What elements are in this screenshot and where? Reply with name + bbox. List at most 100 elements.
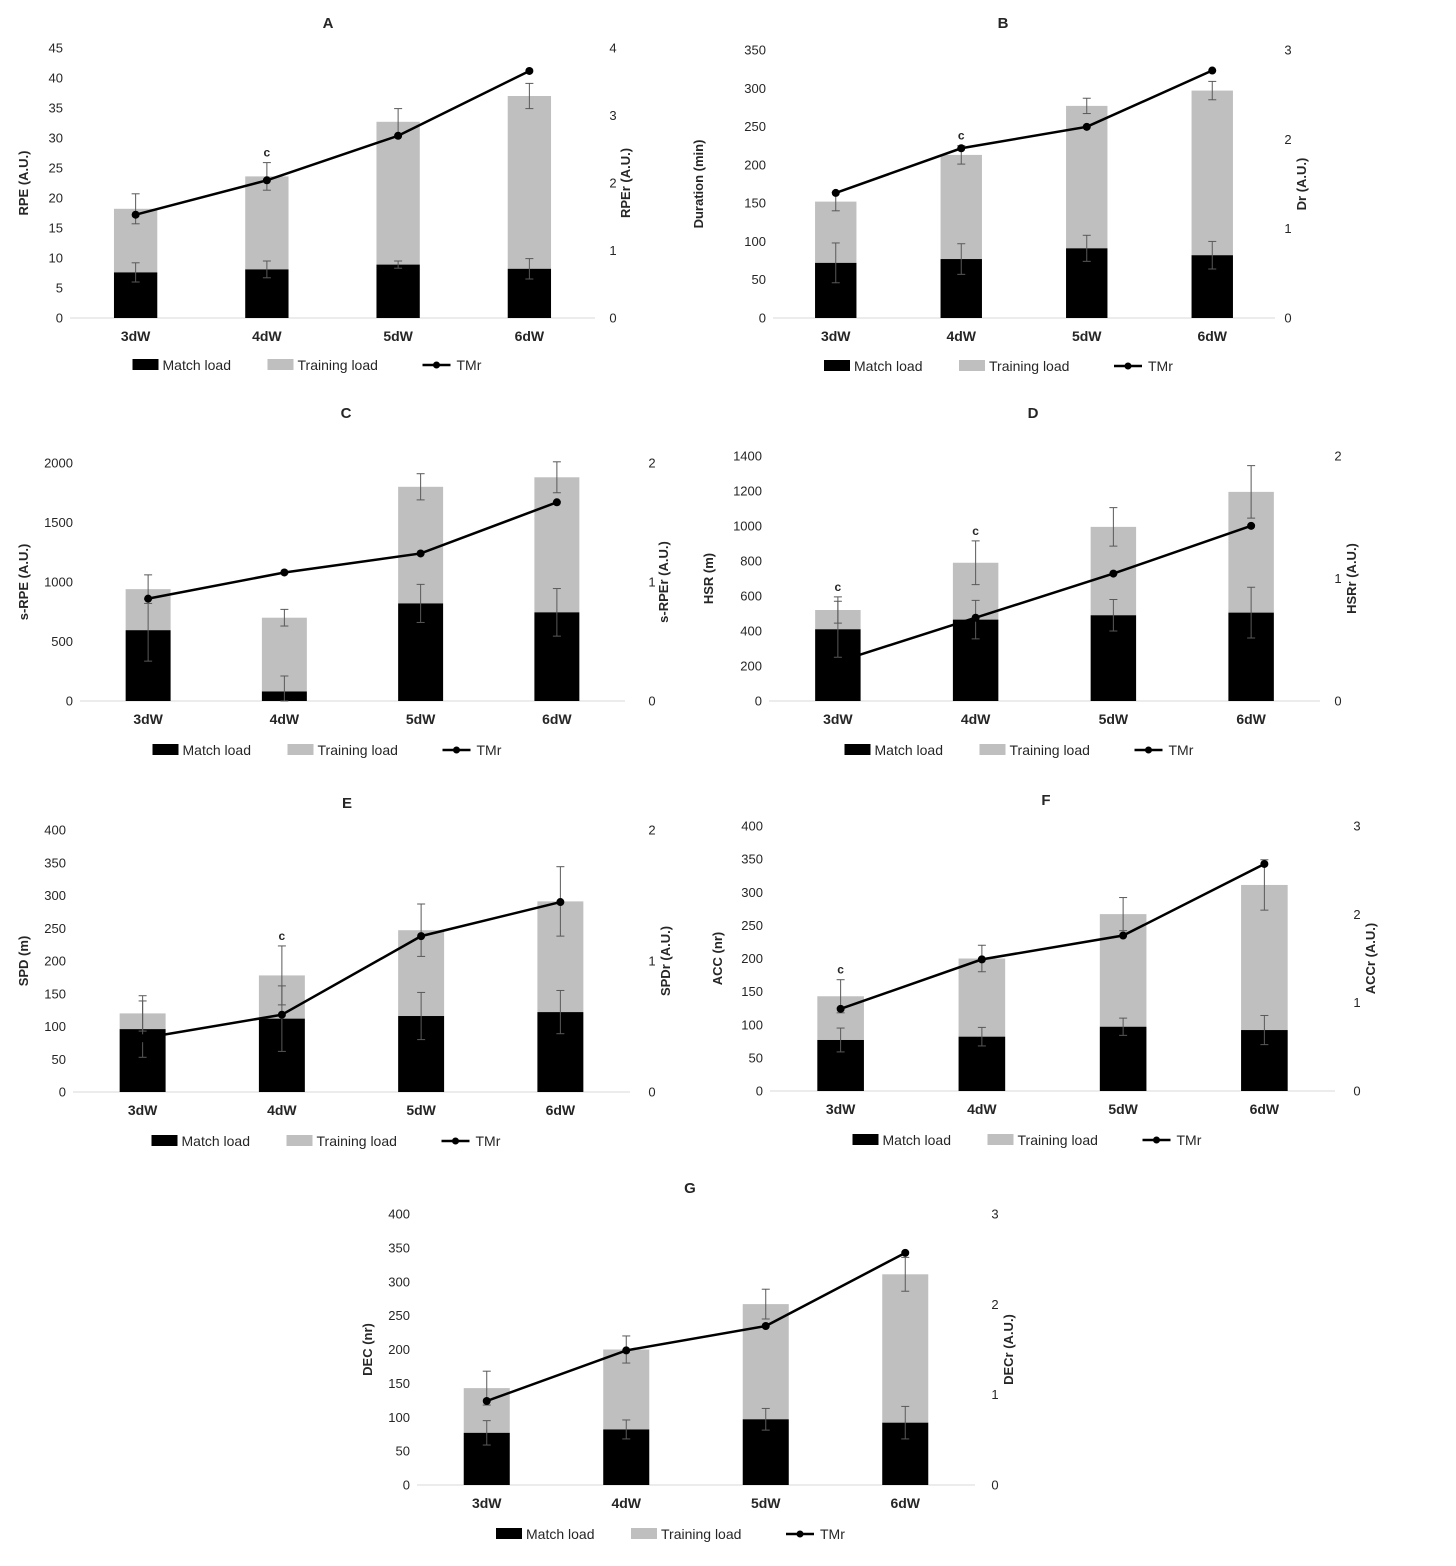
x-tick-label: 5dW bbox=[1099, 711, 1129, 727]
legend-swatch-training bbox=[631, 1528, 657, 1539]
legend-label-line: TMr bbox=[1169, 742, 1194, 758]
line-point bbox=[836, 1004, 845, 1013]
legend-swatch-training bbox=[987, 1134, 1014, 1145]
y-tick-label: 800 bbox=[740, 554, 762, 569]
line-point bbox=[977, 955, 986, 964]
y-tick-label: 200 bbox=[44, 954, 66, 969]
line-point bbox=[552, 498, 561, 507]
x-tick-label: 4dW bbox=[961, 711, 991, 727]
y-tick-label: 300 bbox=[44, 888, 66, 903]
line-tmr bbox=[835, 69, 1213, 195]
y-tick-label: 150 bbox=[744, 196, 766, 211]
legend-swatch-training bbox=[286, 1135, 313, 1146]
panel-D: D 0 200 400 600 800 1000 1200 1400 0 1 2 HSR (m) HSRr… bbox=[701, 405, 1359, 758]
panel-G: G 0 50 100 150 200 250 300 350 400 0 1 2 3 DEC (nr) DEC… bbox=[360, 1180, 1016, 1542]
panel-title: F bbox=[1041, 792, 1050, 809]
x-tick-label: 6dW bbox=[890, 1495, 920, 1511]
y-tick-label: 100 bbox=[388, 1410, 410, 1425]
line-point bbox=[138, 1034, 147, 1043]
legend-swatch-marker bbox=[433, 361, 440, 369]
y2-axis-label: ACCr (A.U.) bbox=[1363, 923, 1378, 995]
bar-training bbox=[742, 1304, 789, 1420]
y-tick-label: 30 bbox=[49, 131, 63, 146]
line-point bbox=[556, 898, 565, 907]
panel-C: C 0 500 1000 1500 2000 0 1 2 s-RPE (A.U.) s-RPEr (… bbox=[16, 405, 671, 758]
x-tick-label: 3dW bbox=[133, 711, 163, 727]
y-tick-label: 50 bbox=[396, 1444, 410, 1459]
y-tick-label: 150 bbox=[388, 1376, 410, 1391]
y-tick-label: 1500 bbox=[44, 515, 73, 530]
y-tick-label: 0 bbox=[56, 311, 63, 326]
line-tmr bbox=[837, 524, 1252, 663]
line-point bbox=[277, 1010, 286, 1019]
x-tick-label: 3dW bbox=[472, 1495, 502, 1511]
x-tick-label: 5dW bbox=[1108, 1101, 1138, 1117]
legend-label-match: Match load bbox=[163, 357, 231, 373]
y2-tick-label: 1 bbox=[991, 1387, 998, 1402]
y2-tick-label: 2 bbox=[991, 1297, 998, 1312]
line-point bbox=[833, 657, 842, 666]
y-tick-label: 600 bbox=[740, 589, 762, 604]
y-axis-label: ACC (nr) bbox=[710, 932, 725, 985]
legend-label-training: Training load bbox=[317, 1133, 397, 1149]
y-tick-label: 250 bbox=[741, 918, 763, 933]
line-tmr bbox=[135, 69, 530, 216]
bar-training bbox=[376, 121, 420, 265]
y-tick-label: 350 bbox=[744, 43, 766, 58]
legend-swatch-match bbox=[152, 744, 179, 755]
y2-axis-label: DECr (A.U.) bbox=[1001, 1314, 1016, 1385]
y2-tick-label: 3 bbox=[609, 108, 616, 123]
legend-label-match: Match load bbox=[854, 358, 922, 374]
legend-swatch-training bbox=[287, 744, 314, 755]
line-tmr bbox=[486, 1251, 906, 1403]
x-tick-label: 3dW bbox=[823, 711, 853, 727]
legend-label-line: TMr bbox=[1148, 358, 1173, 374]
legend-swatch-match bbox=[132, 359, 159, 370]
y-tick-label: 250 bbox=[744, 119, 766, 134]
x-tick-label: 6dW bbox=[1197, 328, 1227, 344]
y-tick-label: 100 bbox=[744, 234, 766, 249]
y-tick-label: 45 bbox=[49, 41, 63, 56]
y-tick-label: 5 bbox=[56, 281, 63, 296]
y-tick-label: 150 bbox=[44, 986, 66, 1001]
y-tick-label: 0 bbox=[59, 1085, 66, 1100]
significance-mark: c bbox=[837, 963, 844, 977]
bar-training bbox=[1191, 90, 1233, 256]
y2-tick-label: 1 bbox=[1353, 995, 1360, 1010]
x-tick-label: 6dW bbox=[542, 711, 572, 727]
y-tick-label: 1000 bbox=[733, 519, 762, 534]
legend-label-training: Training load bbox=[318, 742, 398, 758]
x-tick-label: 6dW bbox=[546, 1102, 576, 1118]
bar-match bbox=[1099, 1026, 1147, 1091]
line-point bbox=[831, 188, 840, 197]
line-point bbox=[131, 210, 140, 219]
panel-title: D bbox=[1028, 405, 1039, 422]
legend-label-match: Match load bbox=[182, 1133, 250, 1149]
legend-label-training: Training load bbox=[1018, 1132, 1098, 1148]
panel-title: G bbox=[684, 1180, 696, 1197]
y-axis-label: RPE (A.U.) bbox=[16, 151, 31, 216]
bar-training bbox=[882, 1274, 929, 1423]
legend-swatch-match bbox=[852, 1134, 879, 1145]
y2-tick-label: 1 bbox=[648, 954, 655, 969]
y2-tick-label: 1 bbox=[609, 243, 616, 258]
panel-title: B bbox=[998, 15, 1009, 32]
y-tick-label: 50 bbox=[52, 1052, 66, 1067]
line-point bbox=[1109, 569, 1118, 578]
line-point bbox=[417, 932, 426, 941]
y-tick-label: 400 bbox=[741, 819, 763, 834]
y2-tick-label: 3 bbox=[1284, 43, 1291, 58]
panel-title: A bbox=[323, 15, 334, 32]
y2-tick-label: 2 bbox=[1353, 907, 1360, 922]
line-point bbox=[957, 144, 966, 153]
bar-training bbox=[507, 96, 552, 269]
y-axis-label: SPD (m) bbox=[16, 936, 31, 987]
y-tick-label: 250 bbox=[388, 1308, 410, 1323]
line-point bbox=[1208, 66, 1217, 75]
y-axis-label: HSR (m) bbox=[701, 553, 716, 604]
y2-tick-label: 4 bbox=[609, 41, 616, 56]
y2-tick-label: 2 bbox=[1284, 132, 1291, 147]
x-tick-label: 3dW bbox=[128, 1102, 158, 1118]
